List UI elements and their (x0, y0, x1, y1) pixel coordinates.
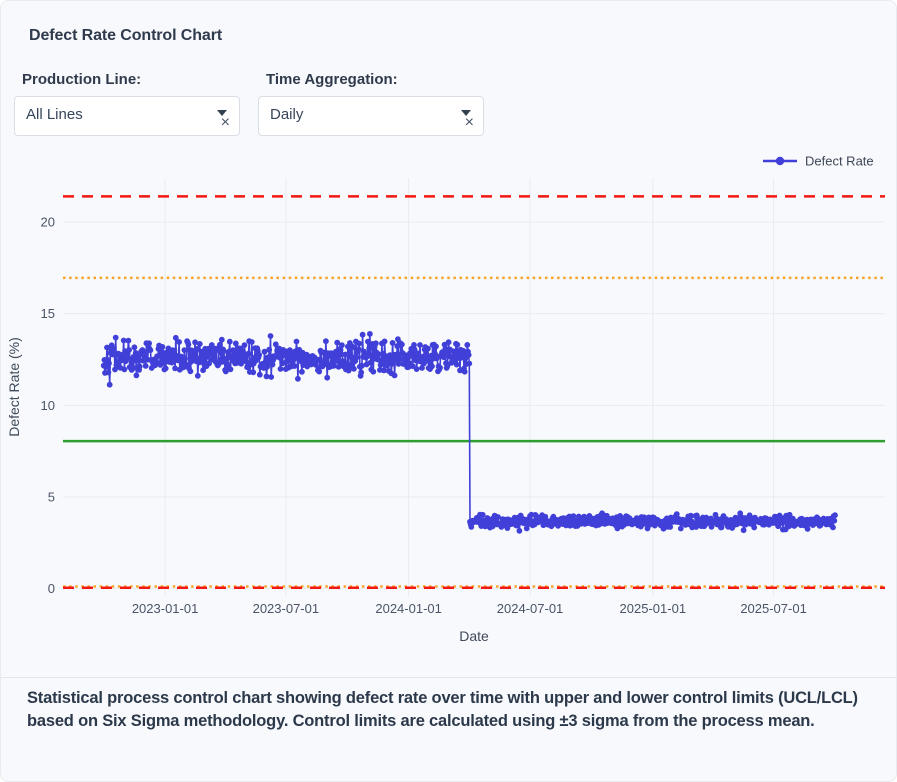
time-aggregation-label: Time Aggregation: (266, 71, 398, 88)
chevron-down-icon[interactable] (217, 110, 227, 116)
y-tick-label: 15 (41, 306, 55, 321)
y-tick-label: 5 (48, 490, 55, 505)
time-aggregation-dropdown[interactable]: Daily × (258, 96, 484, 136)
x-tick-label: 2025-01-01 (620, 601, 687, 616)
time-aggregation-filter: Time Aggregation: Daily × (258, 71, 484, 136)
clear-icon[interactable]: × (220, 113, 230, 131)
production-line-dropdown[interactable]: All Lines × (14, 96, 240, 136)
y-tick-label: 10 (41, 398, 55, 413)
y-axis-title: Defect Rate (%) (6, 337, 22, 437)
divider (1, 677, 896, 678)
y-tick-label: 20 (41, 215, 55, 230)
clear-icon[interactable]: × (464, 113, 474, 131)
chart-canvas[interactable]: 2023-01-01 2023-07-01 2024-01-01 2024-07-01… (1, 136, 897, 658)
time-aggregation-value: Daily (270, 106, 304, 123)
y-tick-label: 0 (48, 581, 55, 596)
production-line-label: Production Line: (22, 71, 142, 88)
x-tick-label: 2024-01-01 (375, 601, 442, 616)
x-tick-label: 2023-07-01 (253, 601, 320, 616)
chart-caption: Statistical process control chart showin… (27, 689, 858, 731)
production-line-filter: Production Line: All Lines × (14, 71, 240, 136)
legend-label: Defect Rate (805, 154, 874, 169)
page-title: Defect Rate Control Chart (29, 27, 223, 44)
legend-marker-swatch (775, 156, 785, 166)
chevron-down-icon[interactable] (461, 110, 471, 116)
defect-rate-control-chart[interactable]: 2023-01-01 2023-07-01 2024-01-01 2024-07-01… (1, 136, 896, 663)
legend-item-defect-rate[interactable]: Defect Rate (763, 154, 874, 169)
legend: Defect Rate (763, 154, 874, 169)
defect-rate-markers (100, 330, 838, 534)
production-line-value: All Lines (26, 106, 83, 123)
x-tick-label: 2024-07-01 (497, 601, 564, 616)
x-axis-title: Date (459, 628, 489, 644)
filters-row: Production Line: All Lines × Time Aggreg… (14, 71, 896, 136)
plot-area[interactable] (63, 178, 885, 596)
x-tick-label: 2025-07-01 (740, 601, 807, 616)
x-tick-label: 2023-01-01 (132, 601, 199, 616)
